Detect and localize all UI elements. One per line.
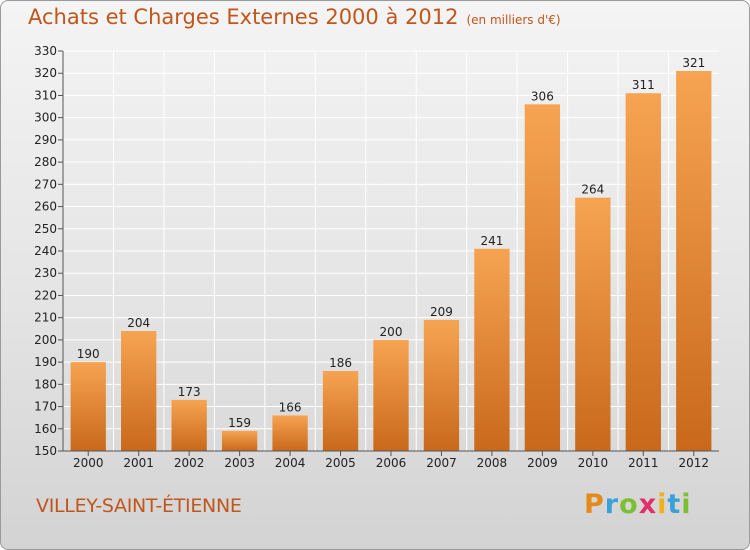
bar	[171, 399, 207, 451]
y-tick-label: 170	[34, 400, 57, 414]
x-tick-label: 2003	[224, 456, 255, 470]
logo-letter: i	[657, 489, 668, 520]
x-tick-label: 2007	[426, 456, 457, 470]
x-tick-label: 2012	[678, 456, 709, 470]
data-label: 204	[127, 316, 150, 330]
chart-unit-note: (en milliers d'€)	[466, 13, 561, 27]
y-tick-label: 240	[34, 244, 57, 258]
bar	[373, 339, 409, 451]
y-tick-label: 250	[34, 222, 57, 236]
logo-letter: x	[638, 489, 658, 520]
y-tick-label: 270	[34, 177, 57, 191]
data-label: 321	[682, 56, 705, 70]
bar	[423, 319, 460, 451]
logo-letter: o	[619, 489, 639, 520]
bar	[625, 93, 661, 451]
y-tick-label: 320	[34, 66, 57, 80]
logo-letter: P	[584, 489, 605, 520]
bar	[575, 197, 611, 451]
bar	[272, 415, 308, 451]
data-label: 173	[178, 385, 201, 399]
logo-letter: i	[681, 489, 692, 520]
x-tick-label: 2008	[477, 456, 508, 470]
data-label: 241	[480, 234, 503, 248]
y-tick-label: 230	[34, 266, 57, 280]
y-tick-label: 310	[34, 88, 57, 102]
data-label: 264	[581, 183, 604, 197]
data-label: 190	[77, 347, 100, 361]
x-tick-label: 2011	[628, 456, 659, 470]
bar	[322, 371, 359, 451]
logo-letter: t	[667, 489, 682, 520]
bar	[676, 71, 712, 451]
data-label: 159	[228, 416, 251, 430]
y-tick-label: 290	[34, 133, 57, 147]
x-tick-label: 2000	[73, 456, 104, 470]
data-label: 209	[430, 305, 453, 319]
y-tick-label: 210	[34, 311, 57, 325]
data-label: 200	[380, 325, 403, 339]
logo-letter: r	[604, 489, 620, 520]
x-tick-label: 2010	[578, 456, 609, 470]
x-tick-label: 2001	[123, 456, 154, 470]
y-tick-label: 330	[34, 44, 57, 58]
y-tick-label: 150	[34, 444, 57, 458]
bar	[474, 248, 510, 451]
chart-title-text: Achats et Charges Externes 2000 à 2012	[28, 5, 459, 29]
data-label: 186	[329, 356, 352, 370]
x-tick-label: 2004	[275, 456, 306, 470]
data-label: 306	[531, 89, 554, 103]
commune-name: VILLEY-SAINT-ÉTIENNE	[36, 495, 242, 517]
axes: 150 160 170 180 190 200 210 220 230 240 250 260 270 2…	[34, 44, 719, 470]
x-tick-label: 2002	[174, 456, 205, 470]
bars	[70, 71, 712, 451]
bar	[70, 362, 106, 451]
x-tick-label: 2006	[376, 456, 407, 470]
labels: 190 204 173 159 166 186 200 209 241 306 264 311 321	[77, 56, 705, 430]
bar	[524, 104, 561, 451]
x-tick-label: 2009	[527, 456, 558, 470]
y-tick-label: 200	[34, 333, 57, 347]
y-tick-label: 300	[34, 111, 57, 125]
chart-title: Achats et Charges Externes 2000 à 2012 (e…	[28, 5, 561, 29]
data-label: 166	[279, 400, 302, 414]
y-tick-label: 160	[34, 422, 57, 436]
bar	[121, 331, 157, 451]
y-tick-label: 190	[34, 355, 57, 369]
y-tick-label: 180	[34, 377, 57, 391]
bar	[221, 431, 258, 451]
x-tick-label: 2005	[325, 456, 356, 470]
data-label: 311	[632, 78, 655, 92]
y-tick-label: 220	[34, 288, 57, 302]
proxiti-logo: Proxiti	[584, 489, 692, 520]
y-tick-label: 260	[34, 200, 57, 214]
y-tick-label: 280	[34, 155, 57, 169]
